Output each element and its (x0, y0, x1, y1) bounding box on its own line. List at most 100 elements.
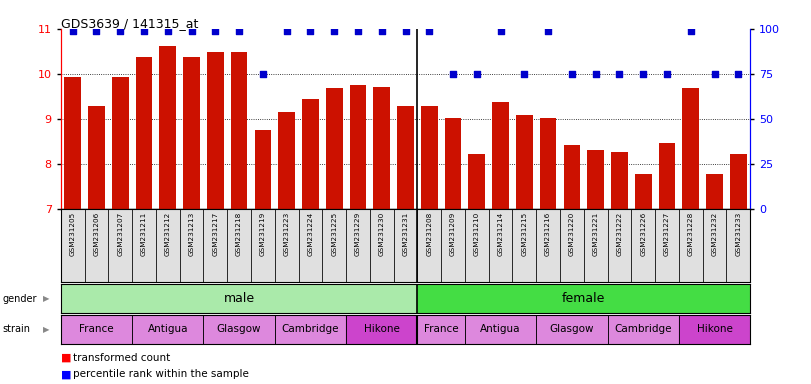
Bar (160, 46, 176, 209)
Point (399, 28, 412, 34)
Point (90, 28, 103, 34)
Text: GSM231227: GSM231227 (664, 212, 670, 256)
Bar (631, 209, 655, 282)
Bar (611, 152, 628, 209)
Bar (135, 57, 152, 209)
Text: GSM231228: GSM231228 (688, 212, 693, 256)
Text: Antigua: Antigua (480, 324, 521, 334)
Bar (393, 209, 418, 282)
Point (589, 71, 602, 77)
Text: GSM231221: GSM231221 (593, 212, 599, 256)
Text: GSM231214: GSM231214 (498, 212, 504, 256)
Bar (183, 57, 200, 209)
Bar (255, 130, 271, 209)
Bar (659, 142, 676, 209)
Bar (469, 154, 485, 209)
Bar (112, 77, 129, 209)
Text: France: France (79, 324, 114, 334)
Bar (560, 209, 584, 282)
Text: GSM231213: GSM231213 (189, 212, 195, 256)
Bar (421, 106, 438, 209)
Text: GSM231212: GSM231212 (165, 212, 171, 256)
Text: GSM231220: GSM231220 (569, 212, 575, 256)
Text: transformed count: transformed count (73, 353, 170, 363)
Text: ■: ■ (61, 369, 71, 379)
Bar (251, 209, 275, 282)
Point (660, 71, 673, 77)
Text: GSM231225: GSM231225 (331, 212, 337, 256)
Bar (727, 209, 750, 282)
Text: gender: gender (2, 293, 37, 304)
Text: Cambridge: Cambridge (615, 324, 672, 334)
Bar (702, 209, 727, 282)
Bar (607, 209, 631, 282)
Bar (587, 150, 604, 209)
Bar (207, 52, 224, 209)
Bar (84, 209, 109, 282)
Text: GSM231208: GSM231208 (427, 212, 432, 256)
Text: Hikone: Hikone (697, 324, 732, 334)
Point (613, 71, 626, 77)
Text: GSM231210: GSM231210 (474, 212, 480, 256)
Point (565, 71, 578, 77)
Bar (278, 112, 295, 209)
Bar (204, 209, 227, 282)
Text: female: female (562, 292, 606, 305)
Text: GSM231229: GSM231229 (355, 212, 361, 256)
Bar (227, 209, 251, 282)
Text: France: France (424, 324, 458, 334)
Point (209, 28, 222, 34)
Bar (492, 102, 509, 209)
Bar (132, 209, 156, 282)
Bar (61, 209, 84, 282)
Text: GSM231207: GSM231207 (118, 212, 123, 256)
Bar (397, 106, 414, 209)
Bar (540, 118, 556, 209)
Bar (418, 209, 441, 282)
Bar (584, 209, 607, 282)
Point (423, 28, 436, 34)
Point (542, 28, 555, 34)
Bar (516, 116, 533, 209)
Bar (298, 209, 322, 282)
Bar (373, 86, 390, 209)
Text: percentile rank within the sample: percentile rank within the sample (73, 369, 249, 379)
Text: GSM231217: GSM231217 (212, 212, 218, 256)
Text: male: male (224, 292, 255, 305)
Text: GSM231205: GSM231205 (70, 212, 75, 256)
Bar (655, 209, 679, 282)
Point (732, 71, 744, 77)
Bar (326, 88, 342, 209)
Point (67, 28, 79, 34)
Bar (489, 209, 513, 282)
Bar (465, 209, 489, 282)
Bar (322, 209, 346, 282)
Point (375, 28, 388, 34)
Text: GSM231230: GSM231230 (379, 212, 384, 256)
Text: Glasgow: Glasgow (217, 324, 261, 334)
Point (708, 71, 721, 77)
Text: GSM231223: GSM231223 (284, 212, 290, 256)
Point (328, 28, 341, 34)
Point (256, 71, 269, 77)
Text: GSM231224: GSM231224 (307, 212, 313, 256)
Text: GSM231226: GSM231226 (640, 212, 646, 256)
Text: ▶: ▶ (43, 325, 49, 334)
Point (185, 28, 198, 34)
Text: ■: ■ (61, 353, 71, 363)
Point (161, 28, 174, 34)
Text: Glasgow: Glasgow (550, 324, 594, 334)
Bar (231, 52, 247, 209)
Text: GSM231211: GSM231211 (141, 212, 147, 256)
Bar (88, 106, 105, 209)
Bar (730, 154, 747, 209)
Bar (682, 88, 699, 209)
Bar (350, 85, 367, 209)
Text: ▶: ▶ (43, 294, 49, 303)
Bar (109, 209, 132, 282)
Point (447, 71, 460, 77)
Bar (156, 209, 180, 282)
Point (114, 28, 127, 34)
Bar (64, 77, 81, 209)
Text: Hikone: Hikone (364, 324, 400, 334)
